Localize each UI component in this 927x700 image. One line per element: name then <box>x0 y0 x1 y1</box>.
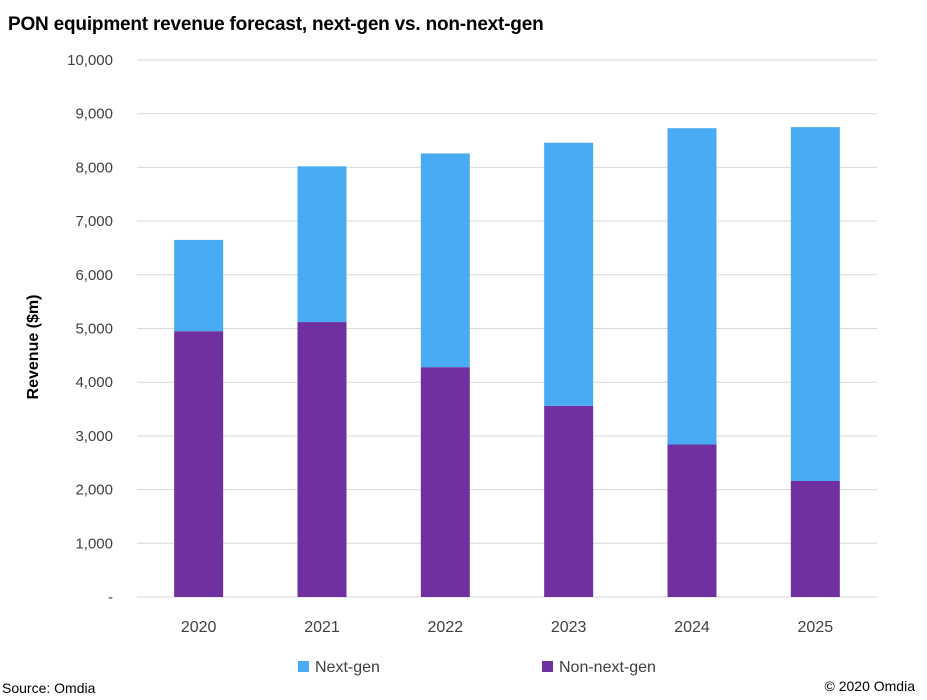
bar-next-gen-2024 <box>667 128 717 445</box>
x-tick-label: 2024 <box>674 619 710 636</box>
x-axis-ticks: 2020 2021 2022 2023 2024 2025 <box>181 619 833 636</box>
bar-non-next-gen-2024 <box>667 444 717 597</box>
bar-non-next-gen-2022 <box>420 367 470 597</box>
source-note: Source: Omdia <box>2 680 96 696</box>
y-tick-label: 8,000 <box>75 159 113 176</box>
y-axis-ticks: - 1,000 2,000 3,000 4,000 5,000 6,000 7,000 8,00… <box>67 52 113 606</box>
y-tick-label: 4,000 <box>75 374 113 391</box>
x-tick-label: 2022 <box>428 619 464 636</box>
bar-next-gen-2020 <box>174 239 224 332</box>
legend-swatch-next-gen <box>298 661 309 672</box>
x-tick-label: 2023 <box>551 619 587 636</box>
bar-next-gen-2021 <box>297 166 347 323</box>
x-tick-label: 2020 <box>181 619 217 636</box>
bar-next-gen-2023 <box>544 142 594 406</box>
legend-swatch-non-next-gen <box>542 661 553 672</box>
y-axis-label: Revenue ($m) <box>25 295 42 400</box>
legend: Next-gen Non-next-gen <box>298 659 656 676</box>
bar-non-next-gen-2020 <box>174 331 224 597</box>
bar-non-next-gen-2023 <box>544 405 594 597</box>
bar-non-next-gen-2021 <box>297 322 347 597</box>
y-tick-label: 10,000 <box>67 52 113 69</box>
y-tick-label: 3,000 <box>75 428 113 445</box>
chart-title: PON equipment revenue forecast, next-gen… <box>8 14 544 35</box>
y-tick-label: 9,000 <box>75 106 113 123</box>
copyright-note: © 2020 Omdia <box>824 678 915 694</box>
bar-next-gen-2025 <box>790 127 840 482</box>
bar-non-next-gen-2025 <box>790 481 840 597</box>
y-tick-label: - <box>108 589 113 606</box>
gridlines <box>137 59 877 598</box>
x-tick-label: 2025 <box>798 619 834 636</box>
legend-label: Non-next-gen <box>559 659 656 676</box>
bar-next-gen-2022 <box>420 153 470 368</box>
y-tick-label: 6,000 <box>75 267 113 284</box>
y-tick-label: 7,000 <box>75 213 113 230</box>
x-tick-label: 2021 <box>304 619 340 636</box>
y-tick-label: 1,000 <box>75 535 113 552</box>
y-tick-label: 5,000 <box>75 321 113 338</box>
legend-label: Next-gen <box>315 659 380 676</box>
bars <box>174 127 840 597</box>
y-tick-label: 2,000 <box>75 482 113 499</box>
